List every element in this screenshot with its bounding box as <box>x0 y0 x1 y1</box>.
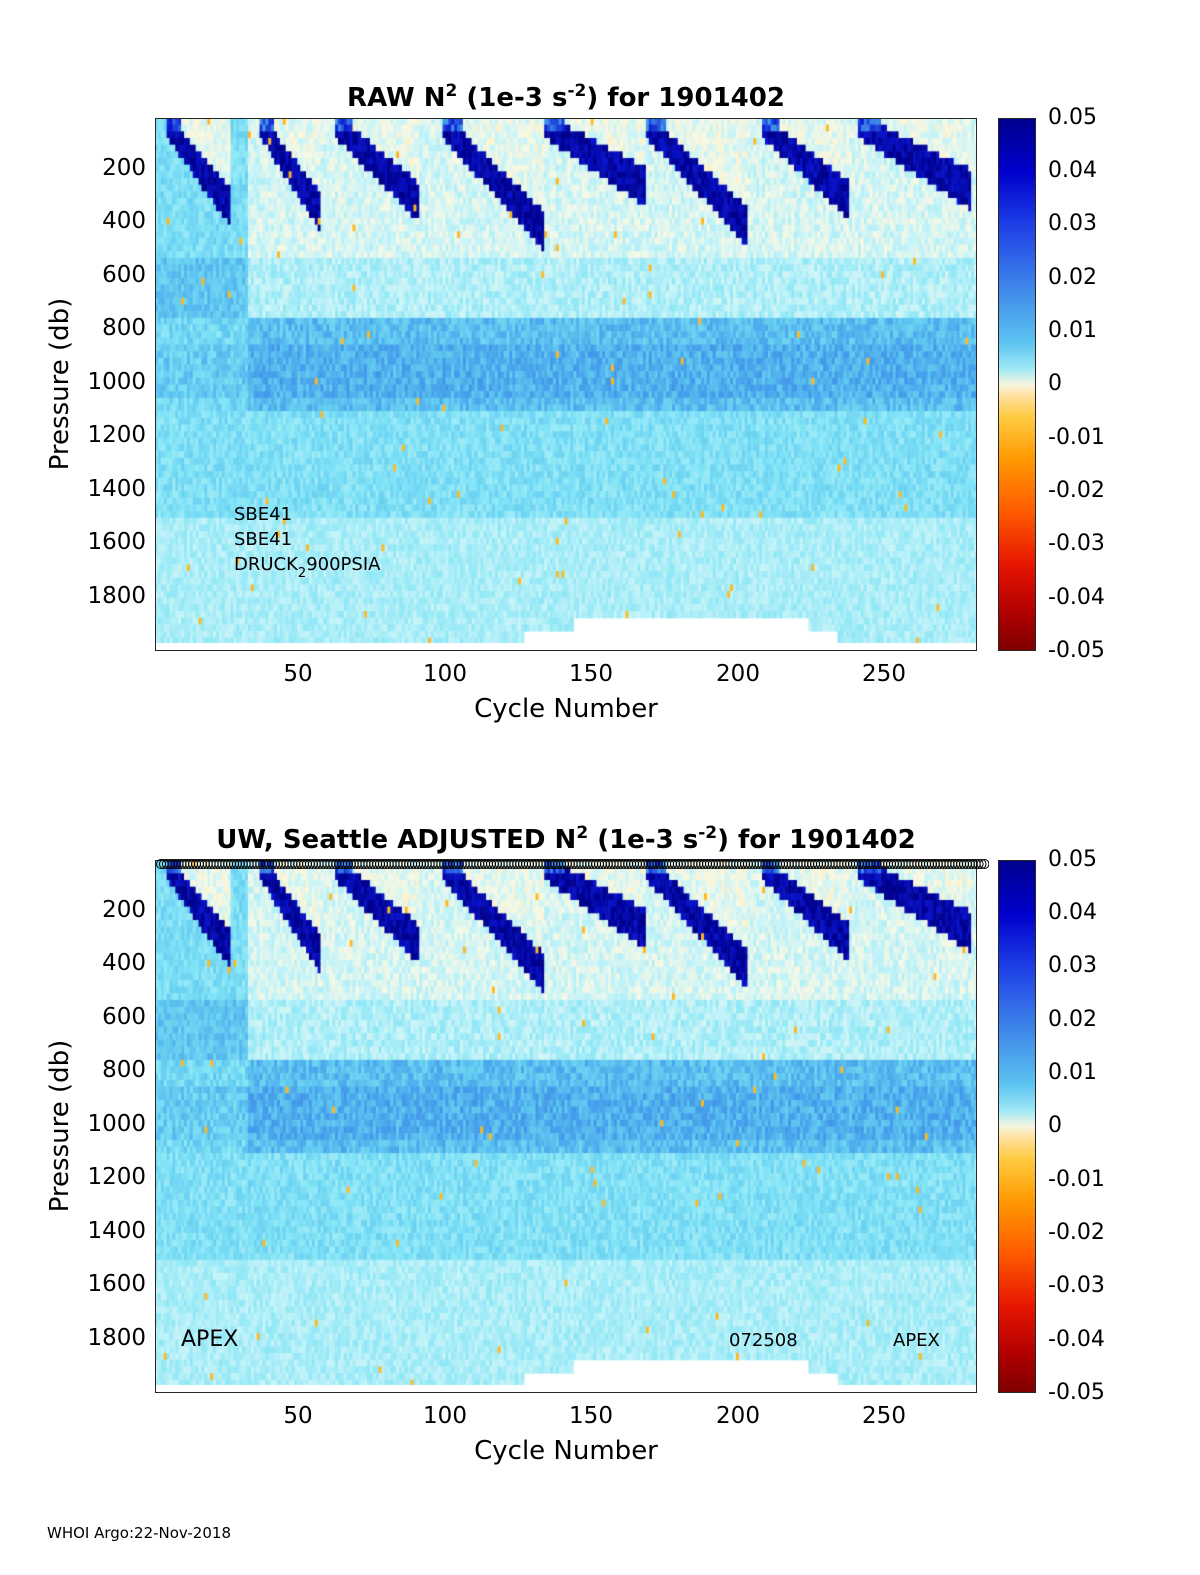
colorbar-tick-label: -0.05 <box>1048 638 1105 663</box>
y-tick-label: 1800 <box>87 1325 146 1351</box>
qc-marker <box>979 859 989 869</box>
x-tick-label: 50 <box>283 661 313 687</box>
colorbar-tick-label: 0.04 <box>1048 900 1097 925</box>
y-tick-label: 400 <box>102 950 146 976</box>
x-tick-label: 150 <box>569 661 613 687</box>
colorbar <box>998 118 1036 651</box>
x-axis-label: Cycle Number <box>474 694 658 724</box>
colorbar-tick-label: 0.05 <box>1048 105 1097 130</box>
colorbar-tick-label: -0.01 <box>1048 425 1105 450</box>
platform-annotation: APEX <box>181 1327 239 1352</box>
raw-n2-panel: RAW N2 (1e-3 s-2) for 1901402 200 400 60… <box>0 78 1200 778</box>
y-tick-label: 1600 <box>87 529 146 555</box>
y-tick-label: 200 <box>102 155 146 181</box>
colorbar-tick-label: 0.03 <box>1048 953 1097 978</box>
x-tick-label: 150 <box>569 1403 613 1429</box>
y-tick-label: 1600 <box>87 1271 146 1297</box>
y-tick-label: 1200 <box>87 1164 146 1190</box>
y-tick-label: 800 <box>102 315 146 341</box>
y-tick-label: 400 <box>102 208 146 234</box>
colorbar <box>998 860 1036 1393</box>
colorbar-tick-label: -0.03 <box>1048 1273 1105 1298</box>
x-tick-label: 250 <box>862 1403 906 1429</box>
heatmap-plot <box>155 860 977 1393</box>
colorbar-tick-label: -0.01 <box>1048 1167 1105 1192</box>
y-tick-label: 1400 <box>87 1218 146 1244</box>
colorbar-tick-label: -0.04 <box>1048 585 1105 610</box>
qc-marker <box>976 859 987 869</box>
x-axis-label: Cycle Number <box>474 1436 658 1466</box>
x-tick-label: 200 <box>716 1403 760 1429</box>
colorbar-tick-label: -0.02 <box>1048 478 1105 503</box>
colorbar-tick-label: 0.03 <box>1048 211 1097 236</box>
x-tick-label: 50 <box>283 1403 313 1429</box>
y-tick-label: 1800 <box>87 583 146 609</box>
x-tick-label: 200 <box>716 661 760 687</box>
chart-title: RAW N2 (1e-3 s-2) for 1901402 <box>347 81 785 114</box>
adjusted-n2-panel: UW, Seattle ADJUSTED N2 (1e-3 s-2) for 1… <box>0 820 1200 1520</box>
colorbar-tick-label: 0 <box>1048 371 1062 396</box>
sensor-annotation: SBE41 <box>234 504 293 525</box>
sensor-annotation: DRUCK2900PSIA <box>234 554 381 581</box>
colorbar-tick-label: -0.02 <box>1048 1220 1105 1245</box>
platform-annotation: APEX <box>893 1330 940 1351</box>
qc-marker <box>973 859 984 869</box>
colorbar-tick-label: -0.03 <box>1048 531 1105 556</box>
colorbar-tick-label: 0.02 <box>1048 265 1097 290</box>
colorbar-tick-label: 0.02 <box>1048 1007 1097 1032</box>
colorbar-tick-label: 0.05 <box>1048 847 1097 872</box>
colorbar-tick-label: 0.01 <box>1048 1060 1097 1085</box>
y-tick-label: 600 <box>102 1004 146 1030</box>
colorbar-tick-label: 0.04 <box>1048 158 1097 183</box>
colorbar-tick-label: -0.05 <box>1048 1380 1105 1405</box>
x-tick-label: 100 <box>423 1403 467 1429</box>
y-tick-label: 1000 <box>87 1111 146 1137</box>
y-tick-label: 600 <box>102 262 146 288</box>
sensor-annotation: SBE41 <box>234 529 293 550</box>
y-tick-label: 1000 <box>87 369 146 395</box>
heatmap-plot <box>155 118 977 651</box>
qc-marker-row <box>156 859 989 869</box>
y-tick-label: 1200 <box>87 422 146 448</box>
y-tick-label: 1400 <box>87 476 146 502</box>
y-tick-label: 800 <box>102 1057 146 1083</box>
chart-title: UW, Seattle ADJUSTED N2 (1e-3 s-2) for 1… <box>216 823 916 856</box>
colorbar-tick-label: -0.04 <box>1048 1327 1105 1352</box>
colorbar-tick-label: 0.01 <box>1048 318 1097 343</box>
x-tick-label: 250 <box>862 661 906 687</box>
serial-annotation: 072508 <box>729 1330 798 1351</box>
x-tick-label: 100 <box>423 661 467 687</box>
y-tick-label: 200 <box>102 897 146 923</box>
colorbar-tick-label: 0 <box>1048 1113 1062 1138</box>
footer-credit: WHOI Argo:22-Nov-2018 <box>47 1524 231 1542</box>
